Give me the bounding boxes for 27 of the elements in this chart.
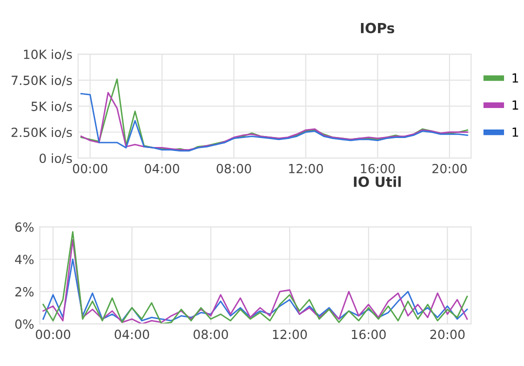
x-tick-label: 16:00	[360, 164, 395, 174]
y-tick-label: 6%	[15, 222, 34, 232]
x-tick-label: 04:00	[114, 330, 150, 340]
x-tick-label: 04:00	[144, 164, 180, 174]
x-tick-label: 12:00	[289, 164, 323, 174]
x-tick-label: 08:00	[194, 330, 228, 340]
chart-title: IOPs	[360, 22, 394, 34]
y-tick-label: 5K io/s	[32, 101, 72, 112]
y-tick-label: 2%	[15, 287, 34, 297]
x-tick-label: 00:00	[72, 164, 108, 174]
y-tick-label: 2.50K io/s	[12, 127, 72, 138]
chart-title: IO Util	[354, 176, 401, 188]
y-tick-label: 0 io/s	[40, 153, 72, 164]
legend-label: 1	[512, 100, 518, 110]
x-tick-label: 00:00	[36, 330, 70, 340]
x-tick-label: 12:00	[273, 330, 307, 340]
legend-label: 1	[512, 73, 518, 82]
line-series	[42, 258, 468, 322]
x-tick-label: 20:00	[430, 330, 465, 340]
y-tick-label: 4%	[15, 254, 34, 264]
x-tick-label: 08:00	[216, 164, 252, 174]
y-tick-label: 7.50K io/s	[12, 75, 72, 86]
y-tick-label: 0%	[15, 319, 34, 329]
legend-label: 1	[512, 128, 518, 137]
x-tick-label: 20:00	[432, 164, 467, 174]
x-tick-label: 16:00	[352, 330, 386, 340]
y-tick-label: 10K io/s	[24, 49, 72, 60]
